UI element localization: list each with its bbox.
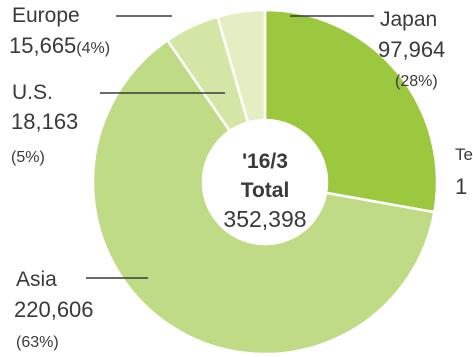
us-percent: (5%) <box>11 149 45 166</box>
europe-value: 15,665 <box>9 33 76 58</box>
asia-value: 220,606 <box>14 297 94 322</box>
europe-label: Europe <box>12 4 80 27</box>
cropped-category-label: Te <box>455 145 473 164</box>
slice-asia <box>91 38 436 356</box>
japan-label: Japan <box>380 8 437 31</box>
slice-europe <box>216 8 267 124</box>
asia-label: Asia <box>16 268 57 291</box>
japan-value: 97,964 <box>378 37 445 62</box>
donut-slices <box>91 8 439 356</box>
japan-percent: (28%) <box>395 73 438 90</box>
europe-value-label: 15,665(4%) <box>9 33 110 58</box>
slice-japan <box>263 8 439 214</box>
europe-percent: (4%) <box>76 40 110 57</box>
center-total-value: 352,398 <box>223 206 306 232</box>
asia-percent: (63%) <box>16 334 59 351</box>
cropped-category-value: 1 <box>455 174 467 199</box>
center-total-label: Total <box>241 179 290 202</box>
us-label: U.S. <box>12 81 53 104</box>
us-value: 18,163 <box>11 109 78 134</box>
center-period: '16/3 <box>242 150 288 173</box>
